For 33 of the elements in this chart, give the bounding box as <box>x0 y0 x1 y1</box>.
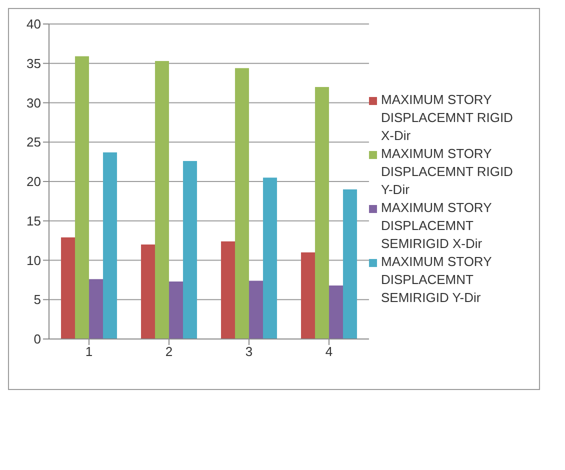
y-tick-label: 40 <box>26 16 41 32</box>
x-tick-label: 2 <box>165 344 173 360</box>
y-tick-label: 20 <box>26 174 41 190</box>
bar <box>89 279 103 339</box>
legend-label: MAXIMUM STORY DISPLACEMNT RIGID X-Dir <box>381 91 514 145</box>
bar <box>249 280 263 339</box>
bar <box>155 61 169 339</box>
x-tick-label: 3 <box>245 344 253 360</box>
bar <box>263 178 277 339</box>
bar <box>103 152 117 339</box>
y-tick-label: 0 <box>34 332 41 347</box>
bar <box>183 161 197 339</box>
bar <box>301 252 315 339</box>
bar <box>235 68 249 339</box>
y-tick-label: 30 <box>26 95 41 110</box>
legend-label: MAXIMUM STORY DISPLACEMNT SEMIRIGID X-Dir <box>381 199 493 253</box>
bar <box>343 189 357 339</box>
legend-label: MAXIMUM STORY DISPLACEMNT SEMIRIGID Y-Dir <box>381 253 493 307</box>
y-tick-label: 35 <box>26 56 41 71</box>
x-tick-label: 1 <box>85 344 93 360</box>
bar <box>141 244 155 339</box>
y-tick-label: 10 <box>26 252 41 268</box>
bar <box>221 241 235 339</box>
bar <box>61 237 75 339</box>
bar <box>315 87 329 339</box>
bar <box>329 285 343 339</box>
legend-label: MAXIMUM STORY DISPLACEMNT RIGID Y-Dir <box>381 145 514 199</box>
y-tick-label: 5 <box>34 292 41 308</box>
y-tick-label: 15 <box>26 213 41 228</box>
y-tick-label: 25 <box>26 134 41 150</box>
x-tick-label: 4 <box>325 344 333 360</box>
bar <box>75 56 89 339</box>
bar <box>169 282 183 339</box>
